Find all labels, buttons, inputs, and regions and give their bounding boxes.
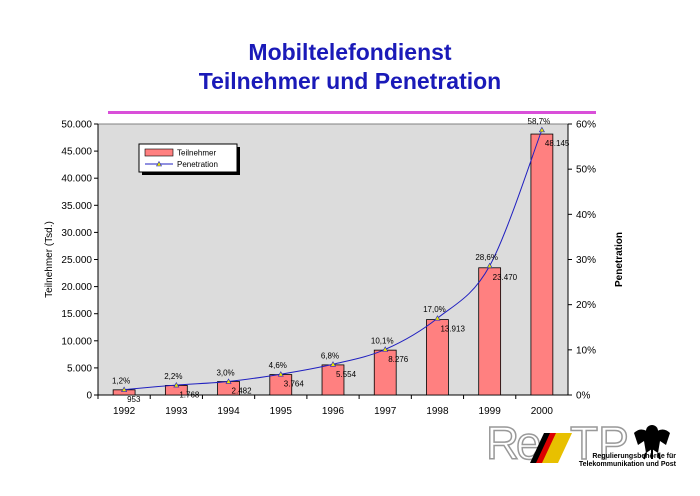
y2-tick-label: 60% — [576, 120, 596, 131]
y2-tick-label: 10% — [576, 345, 596, 356]
y-tick-label: 10.000 — [61, 336, 92, 347]
penetration-value-label: 4,6% — [269, 361, 287, 370]
bar-value-label: 953 — [127, 395, 141, 404]
x-tick-label: 1999 — [479, 406, 502, 417]
y-tick-label: 45.000 — [61, 147, 92, 158]
penetration-marker — [121, 386, 128, 392]
penetration-value-label: 1,2% — [112, 377, 130, 386]
y-tick-label: 15.000 — [61, 309, 92, 320]
penetration-value-label: 58,7% — [528, 117, 551, 126]
penetration-value-label: 3,0% — [216, 368, 234, 377]
title-divider — [108, 111, 596, 114]
penetration-marker — [225, 378, 232, 384]
legend-label-teilnehmer: Teilnehmer — [177, 149, 216, 158]
svg-text:R: R — [486, 417, 519, 469]
y-tick-label: 50.000 — [61, 120, 92, 131]
y-tick-label: 0 — [86, 391, 92, 402]
penetration-value-label: 2,2% — [164, 372, 182, 381]
penetration-marker — [173, 381, 180, 388]
legend-label-penetration: Penetration — [177, 160, 218, 169]
authority-line-2: Telekommunikation und Post — [578, 461, 676, 468]
x-tick-label: 2000 — [531, 406, 554, 417]
penetration-marker — [329, 361, 337, 367]
y-tick-label: 35.000 — [61, 201, 92, 212]
authority-line-1: Regulierungsbehörde für — [592, 453, 676, 460]
x-tick-label: 1995 — [270, 406, 293, 417]
x-tick-label: 1998 — [426, 406, 449, 417]
bar-value-label: 13.913 — [440, 325, 465, 334]
x-tick-label: 1993 — [165, 406, 188, 417]
y-tick-label: 40.000 — [61, 174, 92, 185]
legend-swatch-teilnehmer — [144, 148, 174, 157]
regtp-logo: R e TP — [485, 415, 686, 475]
bar — [530, 133, 554, 396]
title-line-2: Teilnehmer und Penetration — [198, 68, 502, 94]
y-tick-label: 5.000 — [67, 363, 92, 374]
penetration-value-label: 10,1% — [371, 336, 394, 345]
chart-title: Mobiltelefondienst Teilnehmer und Penetr… — [0, 38, 700, 96]
penetration-marker — [382, 346, 389, 352]
penetration-value-label: 6,8% — [321, 351, 339, 360]
penetration-marker — [277, 371, 284, 377]
y-tick-label: 20.000 — [61, 282, 92, 293]
y2-tick-label: 30% — [576, 255, 596, 266]
legend — [138, 143, 238, 173]
penetration-marker — [538, 126, 545, 133]
penetration-value-label: 28,6% — [475, 253, 498, 262]
y-tick-label: 25.000 — [61, 255, 92, 266]
penetration-marker — [486, 262, 493, 269]
penetration-marker — [434, 315, 441, 321]
x-tick-label: 1994 — [217, 406, 240, 417]
bar-value-label: 2.482 — [232, 387, 253, 396]
y2-tick-label: 40% — [576, 210, 596, 221]
svg-text:TP: TP — [570, 417, 629, 469]
bar-value-label: 48.145 — [545, 139, 570, 148]
y2-tick-label: 20% — [576, 300, 596, 311]
penetration-value-label: 17,0% — [423, 305, 446, 314]
x-tick-label: 1992 — [113, 406, 136, 417]
bar-value-label: 5.554 — [336, 370, 357, 379]
x-tick-label: 1997 — [374, 406, 397, 417]
y2-tick-label: 0% — [576, 391, 591, 402]
bar-value-label: 3.764 — [284, 380, 305, 389]
bar — [478, 267, 502, 396]
authority-name: Regulierungsbehörde für Telekommunikatio… — [556, 453, 676, 469]
y-axis-title: Teilnehmer (Tsd.) — [44, 221, 55, 298]
bar-value-label: 1.768 — [179, 390, 200, 399]
title-line-1: Mobiltelefondienst — [248, 39, 452, 65]
y-tick-label: 30.000 — [61, 228, 92, 239]
y2-axis-title: Penetration — [614, 232, 625, 287]
bar-value-label: 23.470 — [493, 273, 518, 282]
regtp-logo-icon: R e TP — [485, 416, 670, 470]
y2-tick-label: 50% — [576, 165, 596, 176]
x-tick-label: 1996 — [322, 406, 345, 417]
legend-marker-penetration — [155, 160, 163, 167]
bar-value-label: 8.276 — [388, 355, 409, 364]
